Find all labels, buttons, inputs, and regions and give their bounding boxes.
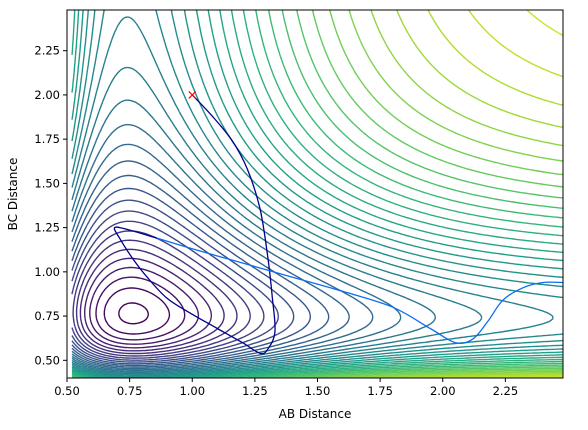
contour-level (71, 10, 563, 378)
x-tick-label: 0.50 (54, 384, 80, 398)
trajectory-line (113, 94, 276, 355)
contour-level (75, 239, 238, 355)
x-tick-label: 1.50 (305, 384, 331, 398)
contour-level (71, 220, 265, 359)
start-marker (188, 90, 197, 99)
contour-level (71, 10, 563, 378)
contour-level (71, 199, 295, 363)
contour-level (95, 276, 186, 341)
y-tick-label: 2.25 (34, 44, 60, 58)
contour-level (72, 10, 563, 378)
contour-level (314, 10, 563, 378)
contour-level (71, 10, 563, 376)
contour-level (71, 10, 563, 378)
contour-level (357, 10, 563, 378)
x-axis: 0.50 0.75 1.00 1.25 1.50 1.75 2.00 2.25 (54, 378, 518, 398)
contour-level (103, 287, 171, 335)
contour-level (79, 248, 225, 352)
y-tick-label: 2.00 (34, 88, 60, 102)
contour-level (71, 174, 330, 367)
contour-level (72, 230, 251, 357)
contour-level (84, 257, 213, 349)
contour-level (71, 10, 563, 378)
y-axis: 0.50 0.75 1.00 1.25 1.50 1.75 2.00 2.25 (34, 44, 67, 367)
x-axis-label: AB Distance (279, 407, 352, 421)
plot-frame (66, 9, 564, 379)
x-tick-label: 0.75 (117, 384, 143, 398)
trajectory-line (157, 237, 563, 344)
trajectory-lines (113, 94, 563, 355)
x-tick-label: 1.00 (179, 384, 205, 398)
contour-level (118, 302, 149, 325)
y-tick-label: 1.25 (34, 221, 60, 235)
y-tick-label: 1.50 (34, 176, 60, 190)
contour-level (71, 16, 554, 375)
x-tick-label: 1.75 (367, 384, 393, 398)
contour-level (71, 143, 374, 370)
contour-level (71, 10, 563, 378)
x-tick-label: 1.25 (242, 384, 268, 398)
contour-level (71, 160, 350, 368)
start-marker-x (188, 90, 197, 99)
contour-level (89, 266, 200, 345)
contour-level (71, 99, 436, 372)
y-tick-label: 0.75 (34, 309, 60, 323)
contour-level (384, 10, 563, 378)
contour-level (71, 10, 563, 378)
contour-level (71, 123, 402, 371)
y-tick-label: 1.75 (34, 132, 60, 146)
y-tick-label: 0.50 (34, 353, 60, 367)
x-tick-label: 2.25 (493, 384, 519, 398)
x-tick-label: 2.00 (430, 384, 456, 398)
contour-level (71, 10, 563, 378)
y-axis-label: BC Distance (6, 158, 20, 231)
contour-level (71, 10, 563, 378)
y-tick-label: 1.00 (34, 265, 60, 279)
contour-level (71, 66, 483, 374)
contour-level (71, 10, 563, 378)
contour-level (295, 10, 563, 378)
contour-level (278, 10, 563, 378)
